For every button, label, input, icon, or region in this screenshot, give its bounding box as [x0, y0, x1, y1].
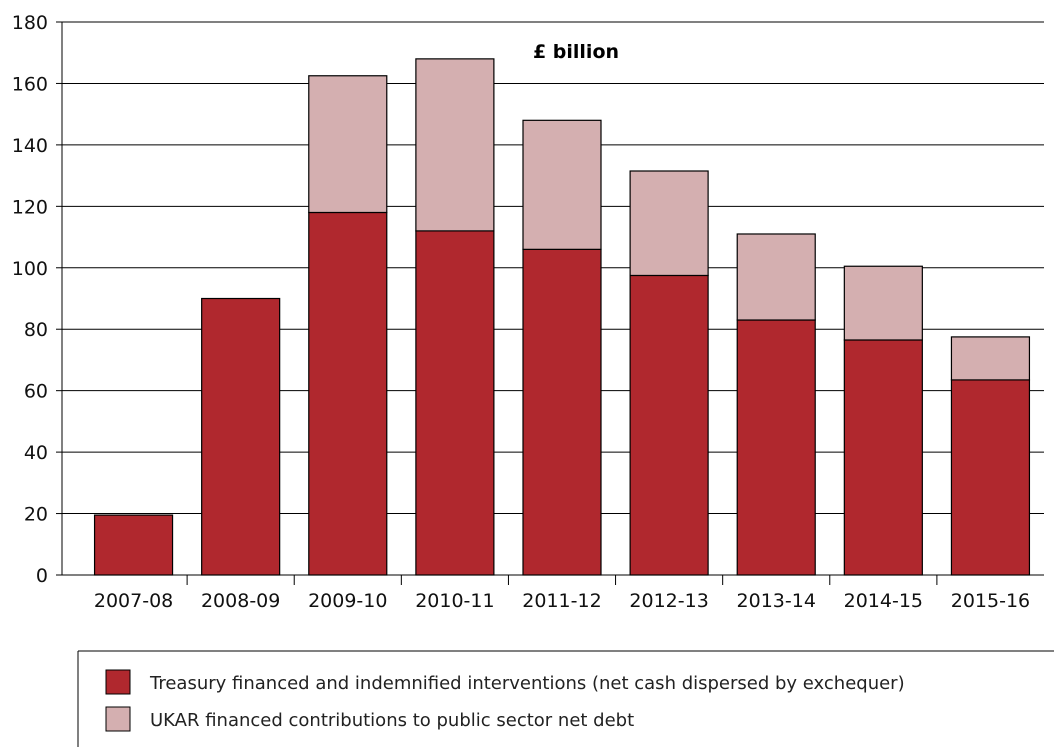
bar-ukar	[522, 119, 602, 250]
y-tick-label: 140	[12, 135, 48, 157]
y-tick-label: 120	[12, 196, 48, 218]
bar-treasury	[522, 248, 602, 576]
legend-label-treasury: Treasury financed and indemnified interv…	[149, 673, 905, 694]
bar-treasury	[950, 379, 1031, 576]
bar-ukar	[843, 265, 923, 341]
y-tick-labels: 0 20 40 60 80 100 120 140 160 180	[12, 12, 62, 587]
bar-treasury	[736, 319, 816, 576]
y-tick-label: 60	[24, 381, 48, 403]
chart-title: £ billion	[533, 41, 619, 63]
y-tick-label: 20	[24, 504, 48, 526]
y-tick-label: 160	[12, 73, 48, 95]
x-tick-label: 2008-09	[201, 590, 280, 612]
bar-ukar	[950, 336, 1031, 381]
x-tick-label: 2013-14	[737, 590, 816, 612]
bar-ukar	[415, 58, 495, 232]
legend-swatch-treasury	[105, 669, 131, 695]
legend-label-ukar: UKAR financed contributions to public se…	[150, 710, 634, 731]
x-tick-label: 2011-12	[522, 590, 601, 612]
x-tick-labels: 2007-08 2008-09 2009-10 2010-11 2011-12 2012-…	[94, 575, 1030, 612]
bar-treasury	[415, 230, 495, 576]
x-tick-label: 2007-08	[94, 590, 173, 612]
y-tick-label: 40	[24, 442, 48, 464]
legend: Treasury financed and indemnified interv…	[77, 650, 1054, 747]
x-tick-label: 2010-11	[415, 590, 494, 612]
y-tick-label: 180	[12, 12, 48, 34]
bar-treasury	[308, 211, 388, 576]
bar-ukar	[308, 75, 388, 214]
bar-treasury	[629, 274, 709, 576]
x-tick-label: 2012-13	[629, 590, 708, 612]
y-tick-label: 80	[24, 319, 48, 341]
x-tick-label: 2014-15	[844, 590, 923, 612]
axes	[61, 22, 1044, 576]
legend-swatch-ukar	[105, 706, 131, 732]
bars	[93, 58, 1031, 576]
x-tick-label: 2009-10	[308, 590, 387, 612]
bar-treasury	[93, 514, 174, 576]
y-tick-label: 100	[12, 258, 48, 280]
bar-ukar	[736, 233, 816, 321]
x-tick-label: 2015-16	[951, 590, 1030, 612]
bar-treasury	[201, 297, 281, 576]
bar-ukar	[629, 170, 709, 277]
bar-treasury	[843, 339, 923, 576]
y-tick-label: 0	[36, 565, 48, 587]
